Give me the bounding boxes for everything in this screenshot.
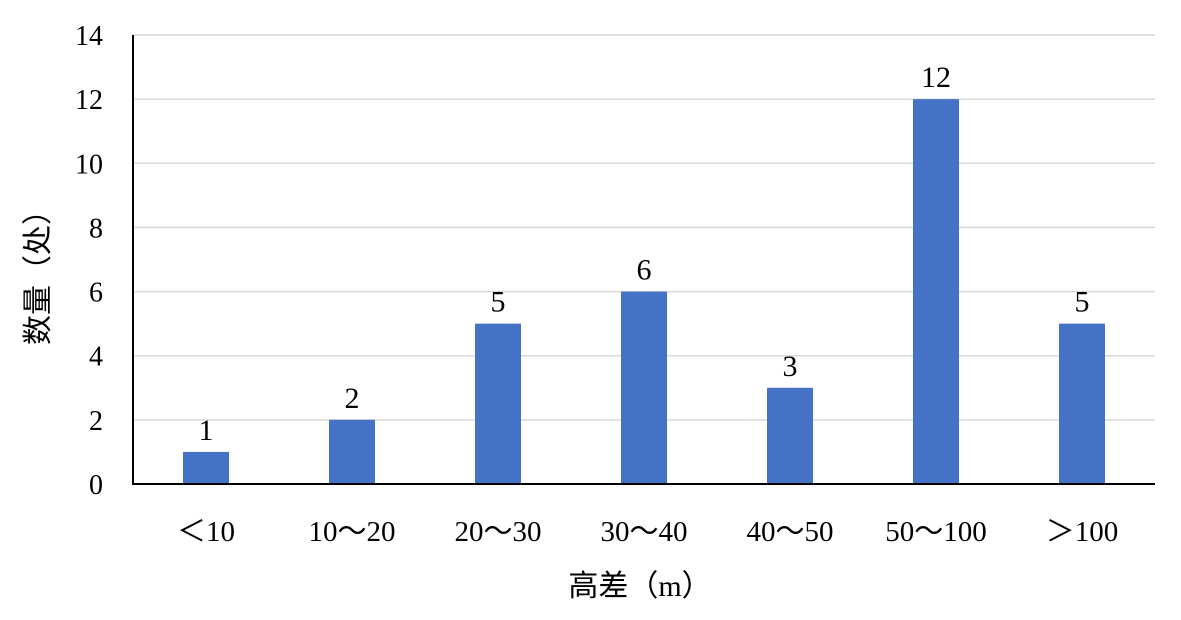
data-label: 2: [345, 382, 360, 415]
y-axis-label: 数量（处）: [22, 195, 55, 345]
x-tick-label: 30～40: [600, 516, 687, 548]
data-label: 3: [783, 350, 798, 383]
y-tick-labels: 0 2 4 6 8 10 12 14: [75, 21, 103, 501]
x-tick-label: 10～20: [308, 516, 395, 548]
y-tick-label: 12: [75, 85, 103, 116]
x-tick-label: ＜10: [177, 516, 235, 548]
y-tick-label: 0: [89, 470, 103, 501]
data-label: 5: [491, 286, 506, 319]
bars: [183, 99, 1105, 485]
x-tick-label: ＞100: [1046, 516, 1119, 548]
data-label: 1: [199, 414, 214, 447]
x-tick-label: 40～50: [746, 516, 833, 548]
x-axis-label: 高差（m）: [568, 570, 711, 603]
bar: [183, 451, 229, 484]
bar: [475, 323, 521, 484]
bar: [913, 99, 959, 485]
y-tick-label: 4: [89, 342, 103, 373]
y-tick-label: 10: [75, 149, 103, 180]
bar: [329, 419, 375, 484]
data-label: 5: [1075, 286, 1090, 319]
bar: [1059, 323, 1105, 484]
y-tick-label: 14: [75, 21, 103, 52]
bar: [767, 387, 813, 484]
y-tick-label: 2: [89, 406, 103, 437]
x-tick-labels: ＜10 10～20 20～30 30～40 40～50 50～100 ＞100: [177, 516, 1118, 548]
data-label: 6: [637, 254, 652, 287]
data-label: 12: [921, 61, 951, 94]
x-tick-label: 50～100: [885, 516, 987, 548]
y-tick-label: 6: [89, 278, 103, 309]
bar: [621, 291, 667, 484]
x-tick-label: 20～30: [454, 516, 541, 548]
y-tick-label: 8: [89, 213, 103, 244]
